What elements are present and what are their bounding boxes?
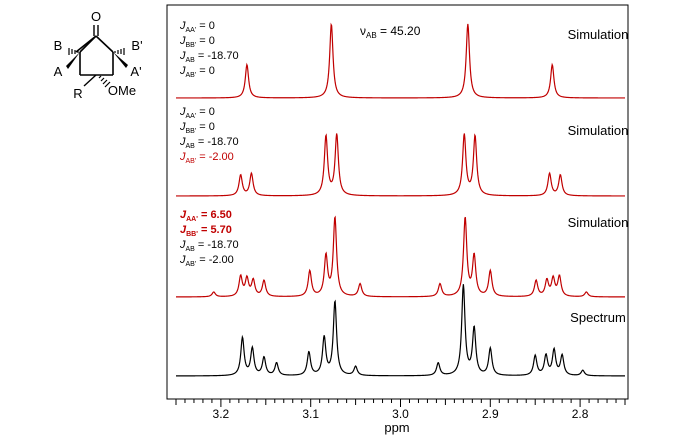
x-axis-label: ppm bbox=[384, 420, 409, 435]
atom-label-b: B bbox=[54, 38, 63, 53]
plot-frame bbox=[166, 4, 629, 400]
molecule-structure: O B B' A A' R OMe bbox=[54, 9, 143, 101]
hashed-wedge-ome bbox=[98, 75, 111, 88]
atom-label-r: R bbox=[73, 86, 82, 101]
panel-label-1: Simulation bbox=[568, 27, 629, 42]
panel-label-4: Spectrum bbox=[570, 310, 626, 325]
x-tick-label: 3.2 bbox=[213, 407, 230, 421]
spectrum-trace-3 bbox=[176, 215, 625, 298]
hashed-wedge-b-prime bbox=[114, 48, 125, 55]
x-axis: 3.2 3.1 3.0 2.9 2.8 bbox=[175, 399, 626, 421]
bond-r bbox=[83, 74, 97, 87]
ring-bond-top-right bbox=[95, 35, 114, 53]
coupling-param: JAB = -18.70 bbox=[179, 136, 239, 150]
atom-label-oxygen: O bbox=[91, 9, 101, 24]
coupling-param: JBB' = 0 bbox=[179, 35, 215, 49]
spectrum-trace-4 bbox=[176, 284, 625, 377]
atom-label-a-prime: A' bbox=[130, 64, 141, 79]
coupling-param: JAB = -18.70 bbox=[179, 50, 239, 64]
atom-label-b-prime: B' bbox=[131, 38, 142, 53]
panel-label-3: Simulation bbox=[568, 215, 629, 230]
ring-bond-top-left-fix bbox=[79, 35, 97, 53]
wedge-a bbox=[66, 52, 80, 69]
nu-ab-label: νAB = 45.20 bbox=[360, 24, 421, 40]
spectrum-trace-2 bbox=[176, 133, 625, 197]
hashed-wedge-b bbox=[68, 48, 79, 55]
x-tick-label: 2.9 bbox=[482, 407, 499, 421]
spectrum-panel-4: Spectrum bbox=[176, 284, 626, 377]
spectrum-trace-1 bbox=[176, 22, 625, 99]
coupling-param: JAB = -18.70 bbox=[179, 239, 239, 253]
coupling-param: JAA' = 6.50 bbox=[180, 209, 232, 223]
x-tick-label: 2.8 bbox=[572, 407, 589, 421]
coupling-param: JBB' = 0 bbox=[179, 121, 215, 135]
wedge-a-prime bbox=[113, 52, 128, 68]
x-tick-label: 3.0 bbox=[392, 407, 409, 421]
panel-label-2: Simulation bbox=[568, 123, 629, 138]
x-tick-label: 3.1 bbox=[302, 407, 319, 421]
coupling-param: JAB' = -2.00 bbox=[179, 254, 234, 268]
coupling-param: JAA' = 0 bbox=[179, 106, 215, 120]
coupling-param: JAB' = -2.00 bbox=[179, 151, 234, 165]
coupling-param: JBB' = 5.70 bbox=[180, 224, 232, 238]
coupling-param: JAA' = 0 bbox=[179, 20, 215, 34]
atom-label-a: A bbox=[54, 64, 63, 79]
coupling-param: JAB' = 0 bbox=[179, 65, 215, 79]
atom-label-ome: OMe bbox=[108, 83, 136, 98]
